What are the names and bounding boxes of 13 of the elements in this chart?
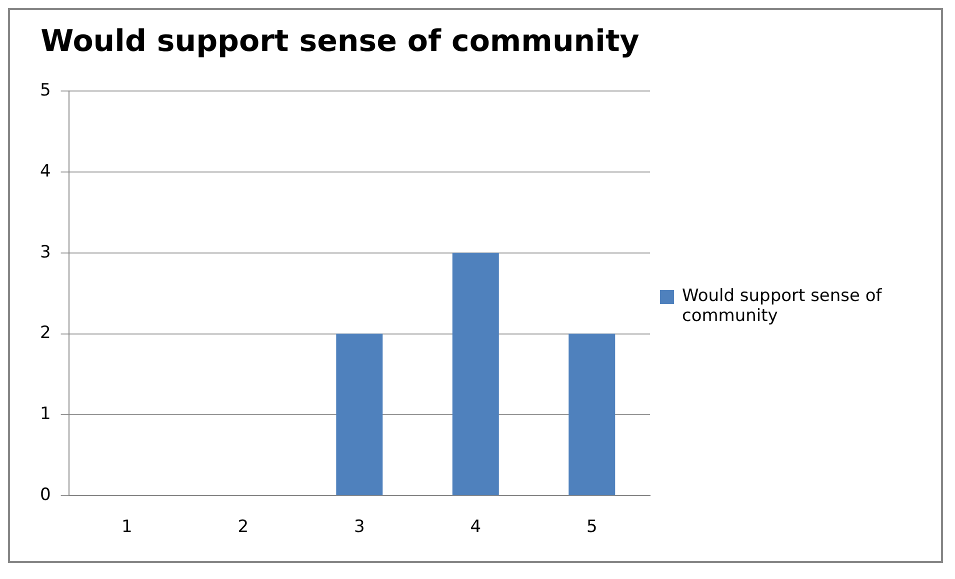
y-tick-label: 1	[40, 404, 51, 424]
x-tick-label: 1	[122, 517, 132, 538]
x-tick-label: 3	[354, 517, 365, 538]
y-tick-label: 4	[40, 161, 51, 182]
x-tick-label: 4	[470, 517, 482, 538]
x-tick-label: 5	[586, 517, 598, 538]
x-tick-label: 2	[238, 517, 249, 538]
y-tick-label: 5	[40, 80, 51, 100]
y-tick-label: 2	[40, 323, 51, 344]
legend-label: Would support sense of community	[682, 286, 883, 326]
y-tick-label: 3	[40, 242, 51, 262]
y-tick-label: 0	[40, 485, 51, 506]
chart-title: Would support sense of community	[40, 24, 640, 59]
